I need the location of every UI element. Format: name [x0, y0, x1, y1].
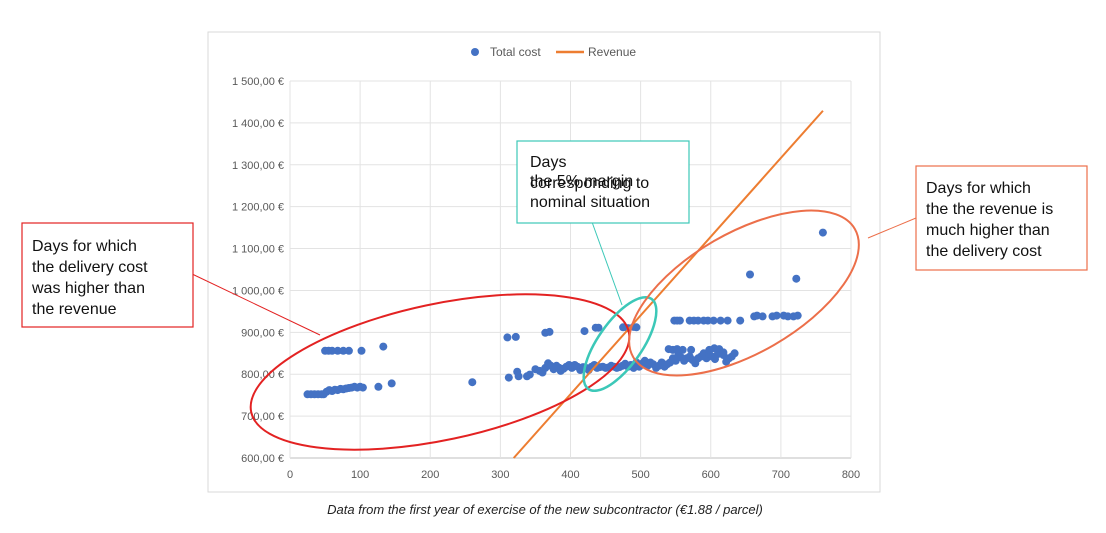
grid-lines [289, 80, 852, 459]
x-tick-label: 600 [702, 469, 720, 481]
y-tick-label: 1 500,00 € [232, 76, 284, 88]
total-cost-point [678, 345, 687, 354]
callout-revenue-higher-line-3: much higher than [926, 222, 1050, 239]
chart-area-border [207, 31, 881, 493]
y-tick-label: 1 200,00 € [232, 202, 284, 214]
y-tick-label: 700,00 € [241, 411, 284, 423]
total-cost-point [344, 346, 353, 355]
callout-nominal-margin-line-3: the 5% margin [530, 173, 633, 190]
callout-cost-higher: Days for which the delivery cost was hig… [21, 222, 194, 328]
x-tick-label: 500 [631, 469, 649, 481]
total-cost-point [468, 378, 477, 387]
x-tick-label: 0 [287, 469, 293, 481]
nominal-margin-ellipse [582, 295, 658, 393]
revenue-higher-ellipse [628, 209, 860, 377]
total-cost-point [783, 312, 792, 321]
total-cost-point [723, 316, 732, 325]
figure-caption: Data from the first year of exercise of … [327, 502, 763, 517]
x-axis-tick-labels: 0 100 200 300 400 500 600 700 800 [287, 469, 860, 481]
x-tick-label: 700 [772, 469, 790, 481]
callout-connector-nominal-margin [591, 221, 623, 306]
y-tick-label: 600,00 € [241, 453, 284, 465]
x-tick-label: 300 [491, 469, 509, 481]
legend-label-total-cost: Total cost [490, 45, 541, 59]
total-cost-point [503, 333, 512, 342]
total-cost-point [730, 349, 739, 358]
total-cost-point [379, 342, 388, 351]
total-cost-point [358, 383, 367, 392]
total-cost-point [594, 323, 603, 332]
x-tick-label: 200 [421, 469, 439, 481]
total-cost-point [709, 316, 718, 325]
total-cost-point [719, 348, 728, 357]
y-axis-tick-labels: 600,00 € 700,00 € 800,00 € 900,00 € 1 000,00… [232, 76, 284, 465]
total-cost-point [504, 373, 513, 382]
total-cost-point [374, 382, 383, 391]
total-cost-point [525, 370, 534, 379]
x-tick-label: 400 [561, 469, 579, 481]
y-tick-label: 800,00 € [241, 369, 284, 381]
total-cost-point [758, 312, 767, 321]
y-tick-label: 1 100,00 € [232, 244, 284, 256]
callout-revenue-higher-line-1: Days for which [926, 180, 1031, 197]
x-tick-label: 800 [842, 469, 860, 481]
y-tick-label: 900,00 € [241, 327, 284, 339]
callout-revenue-higher-line-4: the delivery cost [926, 243, 1042, 260]
total-cost-point [703, 316, 712, 325]
y-tick-label: 1 000,00 € [232, 285, 284, 297]
legend-marker-total-cost [471, 48, 479, 56]
cost-higher-ellipse [249, 293, 631, 451]
total-cost-point [580, 327, 589, 336]
x-tick-label: 100 [351, 469, 369, 481]
callout-nominal-margin-line-1: Days [530, 154, 566, 171]
total-cost-point [746, 270, 754, 279]
total-cost-point [687, 345, 696, 354]
total-cost-point [818, 228, 827, 237]
total-cost-point [339, 346, 348, 355]
total-cost-point [792, 274, 801, 283]
total-cost-point [675, 316, 684, 325]
callout-nominal-margin: Days corresponding to the 5% margin nomi… [516, 140, 690, 224]
y-tick-label: 1 400,00 € [232, 118, 284, 130]
legend-label-revenue: Revenue [588, 45, 636, 59]
total-cost-point [333, 346, 342, 355]
callout-nominal-margin-line-4: nominal situation [530, 194, 650, 211]
callout-cost-higher-line-1: Days for which [32, 238, 137, 255]
callout-cost-higher-line-2: the delivery cost [32, 259, 148, 276]
callout-revenue-higher-line-2: the the revenue is [926, 201, 1053, 218]
total-cost-point [694, 316, 703, 325]
total-cost-point [545, 327, 554, 336]
total-cost-point [511, 332, 520, 341]
total-cost-point [772, 311, 781, 320]
total-cost-point [357, 346, 366, 355]
total-cost-point [736, 316, 745, 325]
total-cost-point [387, 379, 396, 388]
legend: Total cost Revenue [471, 45, 636, 59]
callout-cost-higher-line-4: the revenue [32, 301, 117, 318]
total-cost-point [328, 346, 337, 355]
callout-nominal-margin-line-2: corresponding to [530, 175, 649, 192]
total-cost-point [716, 316, 725, 325]
callout-connector-cost-higher [189, 272, 321, 336]
y-tick-label: 1 300,00 € [232, 160, 284, 172]
total-cost-point [793, 311, 802, 320]
total-cost-point [632, 323, 641, 332]
callout-cost-higher-line-3: was higher than [31, 280, 145, 297]
total-cost-point [514, 372, 523, 381]
callout-revenue-higher: Days for which the the revenue is much h… [915, 165, 1088, 271]
callout-connector-revenue-higher [867, 217, 917, 239]
